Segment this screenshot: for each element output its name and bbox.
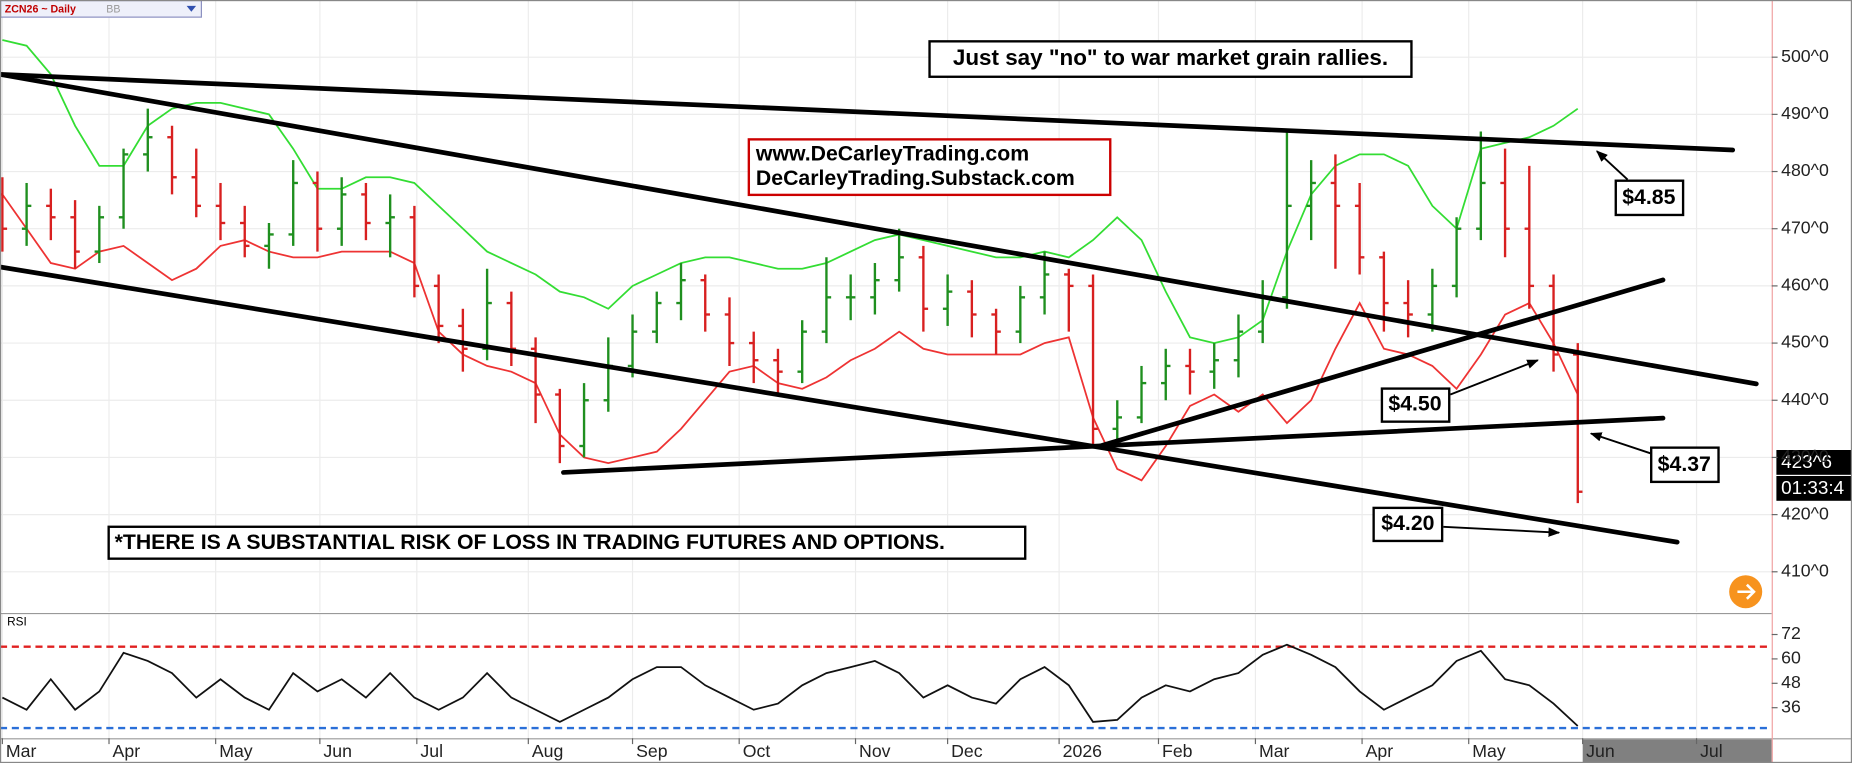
- y-tick-label: 420^0: [1781, 503, 1829, 523]
- trendline: [561, 415, 1666, 475]
- website: www.DeCarleyTrading.com: [755, 141, 1029, 165]
- y-tick-label: 450^0: [1781, 332, 1829, 352]
- arrow: [1589, 432, 1652, 455]
- rsi-label: RSI: [7, 615, 27, 629]
- price-note: $4.20: [1381, 511, 1434, 535]
- x-tick-label: Jun: [323, 741, 352, 761]
- symbol-title: ZCN26 ~ Daily: [5, 3, 76, 15]
- x-tick-label: Jul: [1700, 741, 1723, 761]
- trendline: [0, 72, 1736, 153]
- x-tick-label: May: [219, 741, 253, 761]
- x-tick-label: Dec: [951, 741, 983, 761]
- x-tick-label: Apr: [1366, 741, 1394, 761]
- x-tick-label: Apr: [113, 741, 141, 761]
- x-tick-label: May: [1472, 741, 1506, 761]
- arrow: [1596, 150, 1629, 181]
- last-price-box: [1776, 450, 1852, 475]
- countdown-box: [1776, 475, 1852, 501]
- x-tick-label: Oct: [743, 741, 771, 761]
- disclaimer-box: [107, 525, 1027, 560]
- x-tick-label: Nov: [859, 741, 891, 761]
- x-tick-label: Feb: [1162, 741, 1193, 761]
- price-note-box: [1650, 446, 1720, 484]
- rsi-line: [1, 643, 1579, 727]
- y-tick-label: 500^0: [1781, 46, 1829, 66]
- price-note-box: [1372, 506, 1444, 543]
- trendline: [0, 264, 1680, 545]
- y-tick-label: 410^0: [1781, 560, 1829, 580]
- arrow: [1443, 525, 1561, 537]
- dropdown-arrow[interactable]: [186, 5, 197, 12]
- trendlines: [0, 72, 1759, 545]
- trendline: [0, 72, 1759, 387]
- y-tick-label: 430^0: [1781, 446, 1829, 466]
- bollinger-band: [2, 39, 1579, 345]
- y-tick-label: 440^0: [1781, 389, 1829, 409]
- arrow: [1450, 359, 1539, 396]
- y-tick-label: 490^0: [1781, 103, 1829, 123]
- x-tick-label: Sep: [636, 741, 668, 761]
- trendline: [1096, 277, 1666, 449]
- y-tick-label: 460^0: [1781, 275, 1829, 295]
- study-label: BB: [106, 3, 120, 15]
- future-zone: [1582, 739, 1772, 763]
- headline-box: [928, 40, 1413, 78]
- price-note-box: [1614, 179, 1685, 217]
- scroll-right-icon: [1737, 583, 1756, 600]
- x-tick-label: Aug: [532, 741, 564, 761]
- y-tick-label: 60: [1781, 648, 1801, 668]
- price-note: $4.85: [1622, 185, 1675, 209]
- x-tick-label: Jul: [420, 741, 443, 761]
- substack: DeCarleyTrading.Substack.com: [756, 166, 1075, 190]
- headline: Just say "no" to war market grain rallie…: [953, 45, 1388, 70]
- x-tick-label: Jun: [1586, 741, 1615, 761]
- price-note: $4.37: [1658, 452, 1711, 476]
- bollinger-band: [1, 193, 1579, 482]
- x-tick-label: Mar: [6, 741, 37, 761]
- x-tick-label: Mar: [1259, 741, 1290, 761]
- y-tick-label: 470^0: [1781, 217, 1829, 237]
- y-tick-label: 72: [1781, 623, 1801, 643]
- last-price: 423^6: [1781, 452, 1832, 473]
- y-tick-label: 36: [1781, 696, 1801, 716]
- price-note-box: [1380, 387, 1451, 423]
- y-tick-label: 48: [1781, 672, 1801, 692]
- arrows: [1443, 150, 1652, 537]
- website-box: [747, 138, 1112, 197]
- grid: [0, 0, 1772, 739]
- price-note: $4.50: [1388, 392, 1441, 416]
- disclaimer: *THERE IS A SUBSTANTIAL RISK OF LOSS IN …: [115, 530, 945, 554]
- x-tick-label: 2026: [1063, 741, 1103, 761]
- y-tick-label: 480^0: [1781, 160, 1829, 180]
- countdown: 01:33:4: [1781, 478, 1844, 499]
